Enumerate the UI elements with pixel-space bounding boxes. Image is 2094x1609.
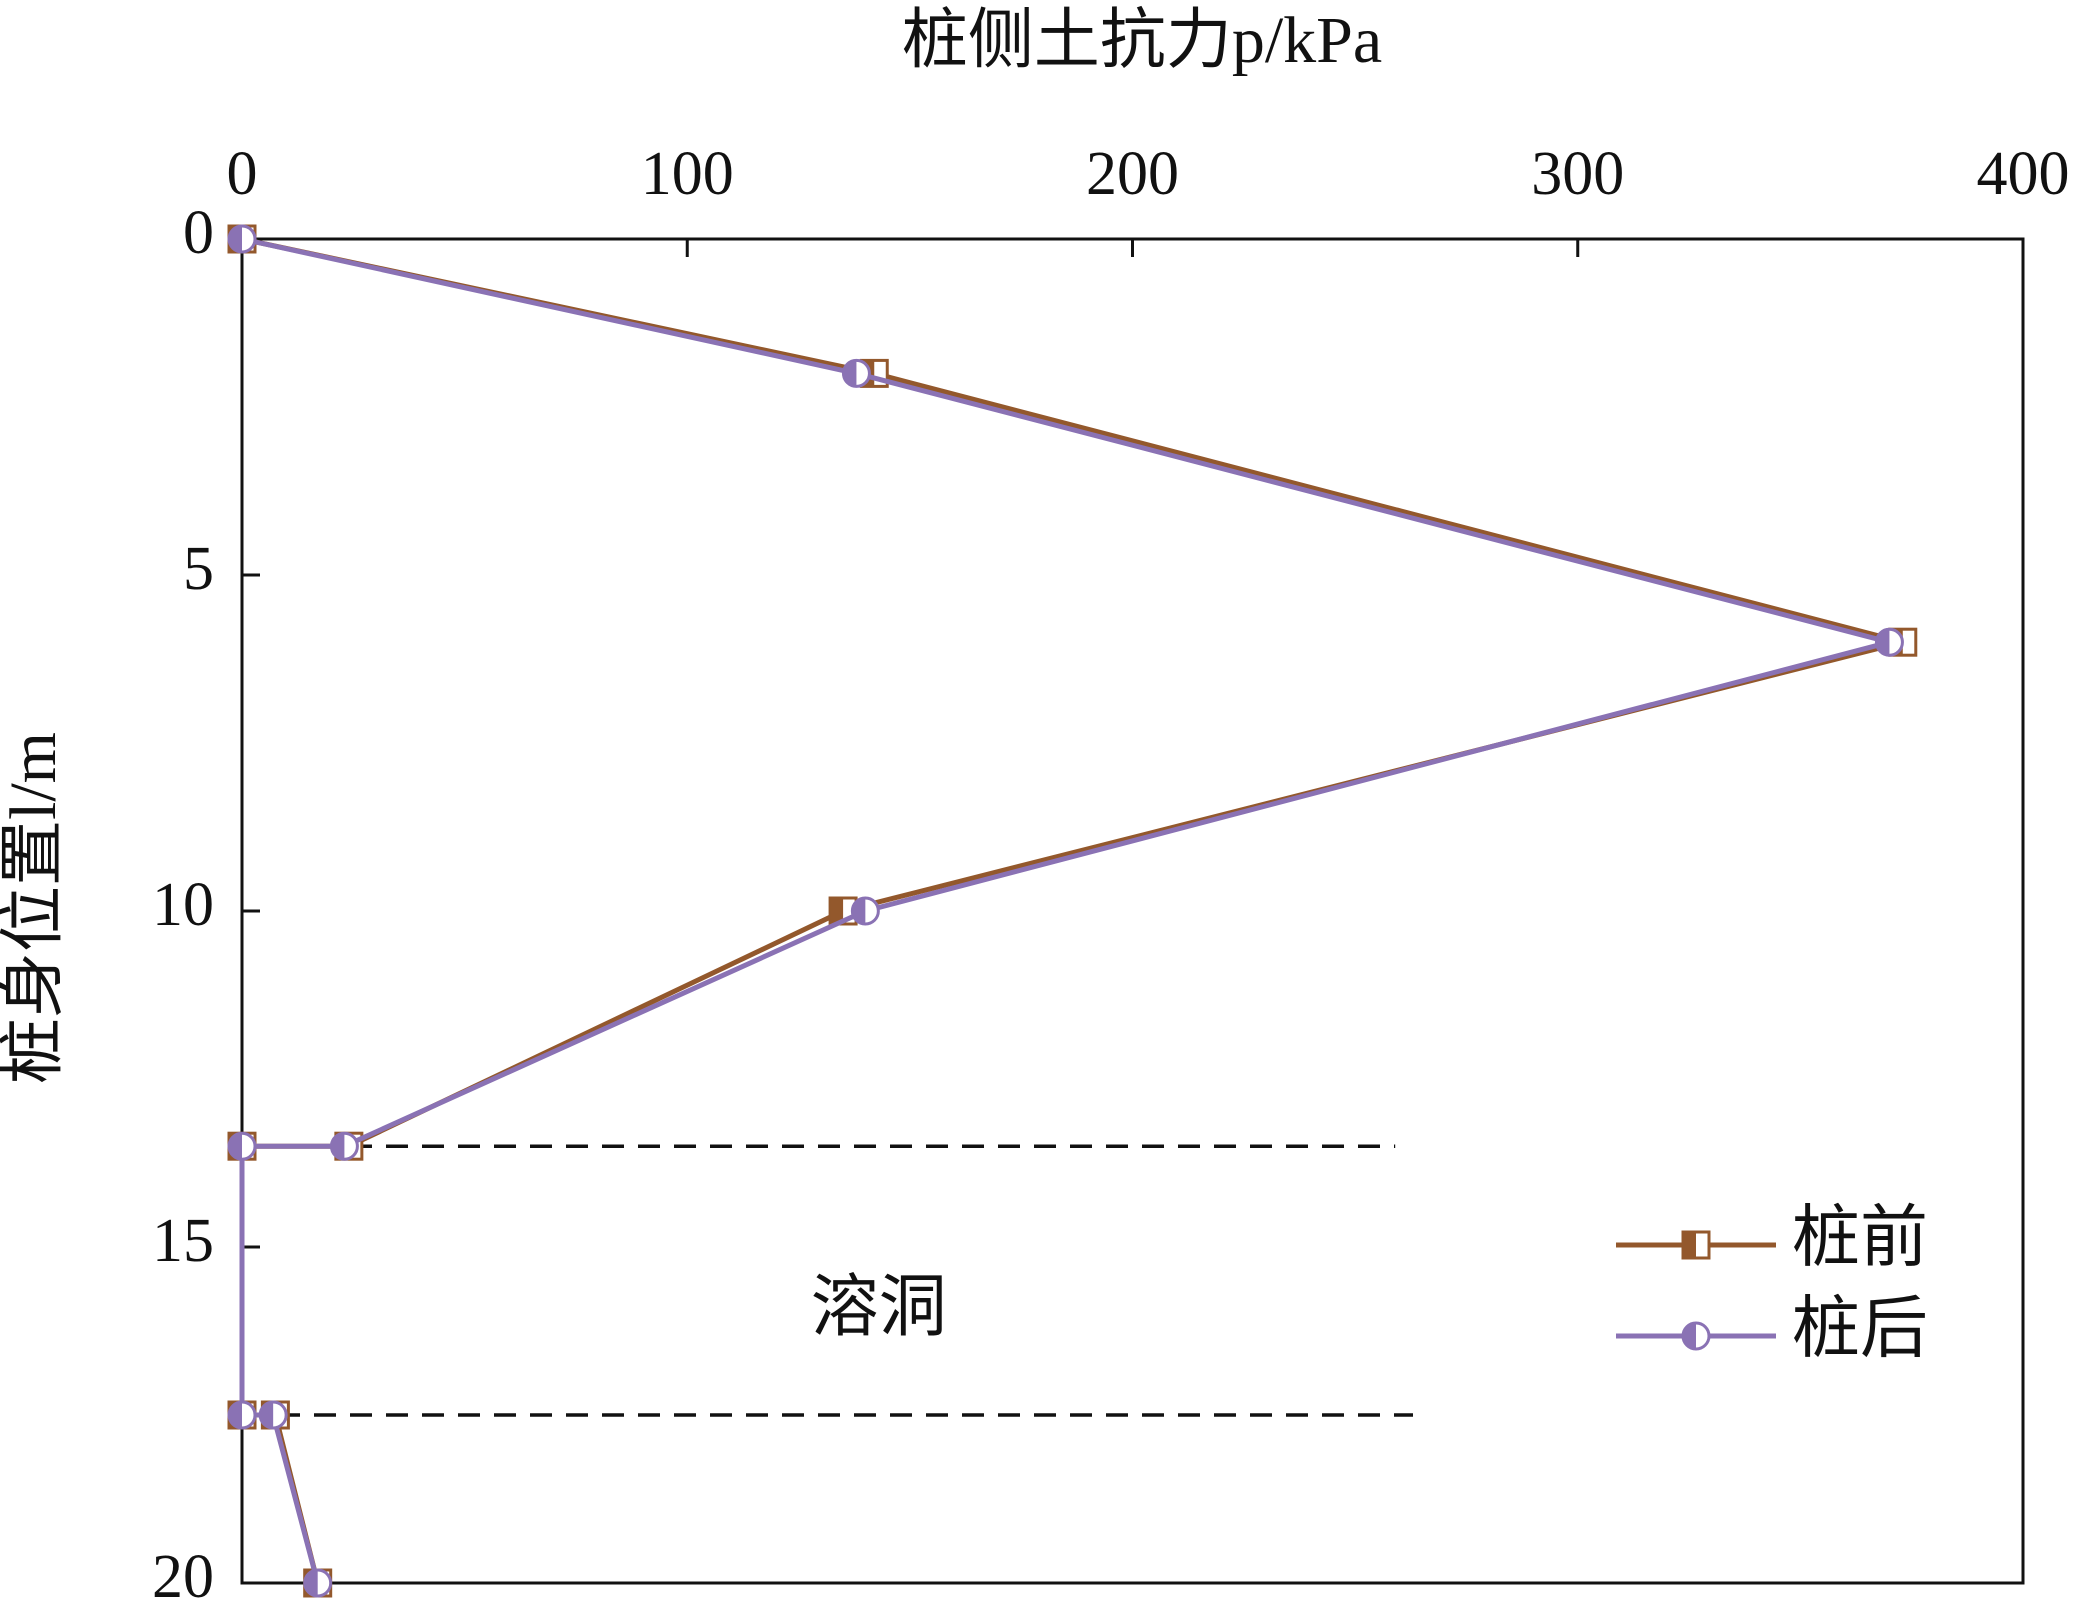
marker: [258, 1400, 288, 1430]
marker-half: [229, 1402, 242, 1428]
marker-half: [843, 360, 857, 387]
x-tick-label: 400: [1977, 140, 2070, 208]
x-tick-label: 200: [1086, 140, 1179, 208]
legend-label: 桩前: [1792, 1200, 1928, 1276]
marker-half: [229, 1133, 242, 1160]
marker-half: [229, 226, 242, 252]
marker-half: [830, 898, 844, 924]
legend-label: 桩后: [1792, 1291, 1928, 1367]
marker: [303, 1568, 333, 1598]
y-axis-label: 桩身位置l/m: [0, 732, 70, 1084]
marker: [850, 896, 880, 926]
x-tick-label: 300: [1531, 140, 1624, 208]
marker: [1681, 1230, 1711, 1260]
annotation: 溶洞: [811, 1269, 947, 1345]
marker: [1681, 1321, 1711, 1351]
marker-half: [331, 1133, 345, 1160]
marker-half: [1876, 629, 1890, 656]
marker: [227, 1131, 257, 1161]
marker-half: [1683, 1232, 1696, 1258]
marker-half: [1683, 1323, 1696, 1349]
x-tick-label: 100: [641, 140, 734, 208]
y-tick-label: 10: [152, 871, 214, 939]
y-tick-label: 5: [183, 535, 214, 603]
series-line: [239, 236, 1904, 1584]
y-tick-label: 15: [152, 1207, 214, 1275]
series-line: [239, 236, 1900, 1584]
marker-half: [260, 1402, 274, 1428]
marker-half: [852, 898, 866, 924]
x-axis-label: 桩侧土抗力p/kPa: [902, 4, 1382, 77]
x-tick-label: 0: [227, 140, 258, 208]
y-tick-label: 20: [152, 1543, 214, 1609]
y-tick-label: 0: [183, 199, 214, 267]
marker: [1874, 627, 1904, 657]
marker: [227, 1400, 257, 1430]
marker-half: [304, 1570, 318, 1596]
marker: [227, 224, 257, 254]
marker: [841, 358, 871, 388]
marker: [329, 1131, 359, 1161]
